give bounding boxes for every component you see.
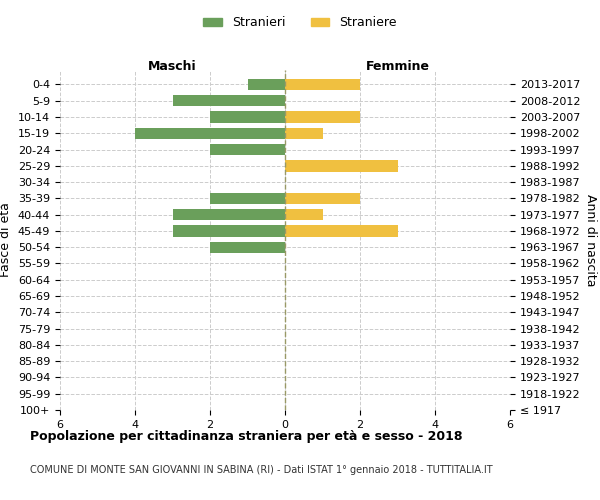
Text: Popolazione per cittadinanza straniera per età e sesso - 2018: Popolazione per cittadinanza straniera p… [30,430,463,443]
Bar [285,160,398,172]
Bar [285,192,360,204]
Bar [173,95,285,106]
Bar [285,128,323,139]
Legend: Stranieri, Straniere: Stranieri, Straniere [198,11,402,34]
Bar [210,144,285,155]
Bar [285,112,360,122]
Bar [285,209,323,220]
Text: COMUNE DI MONTE SAN GIOVANNI IN SABINA (RI) - Dati ISTAT 1° gennaio 2018 - TUTTI: COMUNE DI MONTE SAN GIOVANNI IN SABINA (… [30,465,493,475]
Bar [285,78,360,90]
Bar [173,209,285,220]
Text: Maschi: Maschi [148,60,197,73]
Bar [173,225,285,236]
Text: Femmine: Femmine [365,60,430,73]
Bar [210,112,285,122]
Bar [248,78,285,90]
Bar [285,225,398,236]
Bar [135,128,285,139]
Y-axis label: Fasce di età: Fasce di età [0,202,13,278]
Y-axis label: Anni di nascita: Anni di nascita [584,194,597,286]
Bar [210,242,285,253]
Bar [210,192,285,204]
